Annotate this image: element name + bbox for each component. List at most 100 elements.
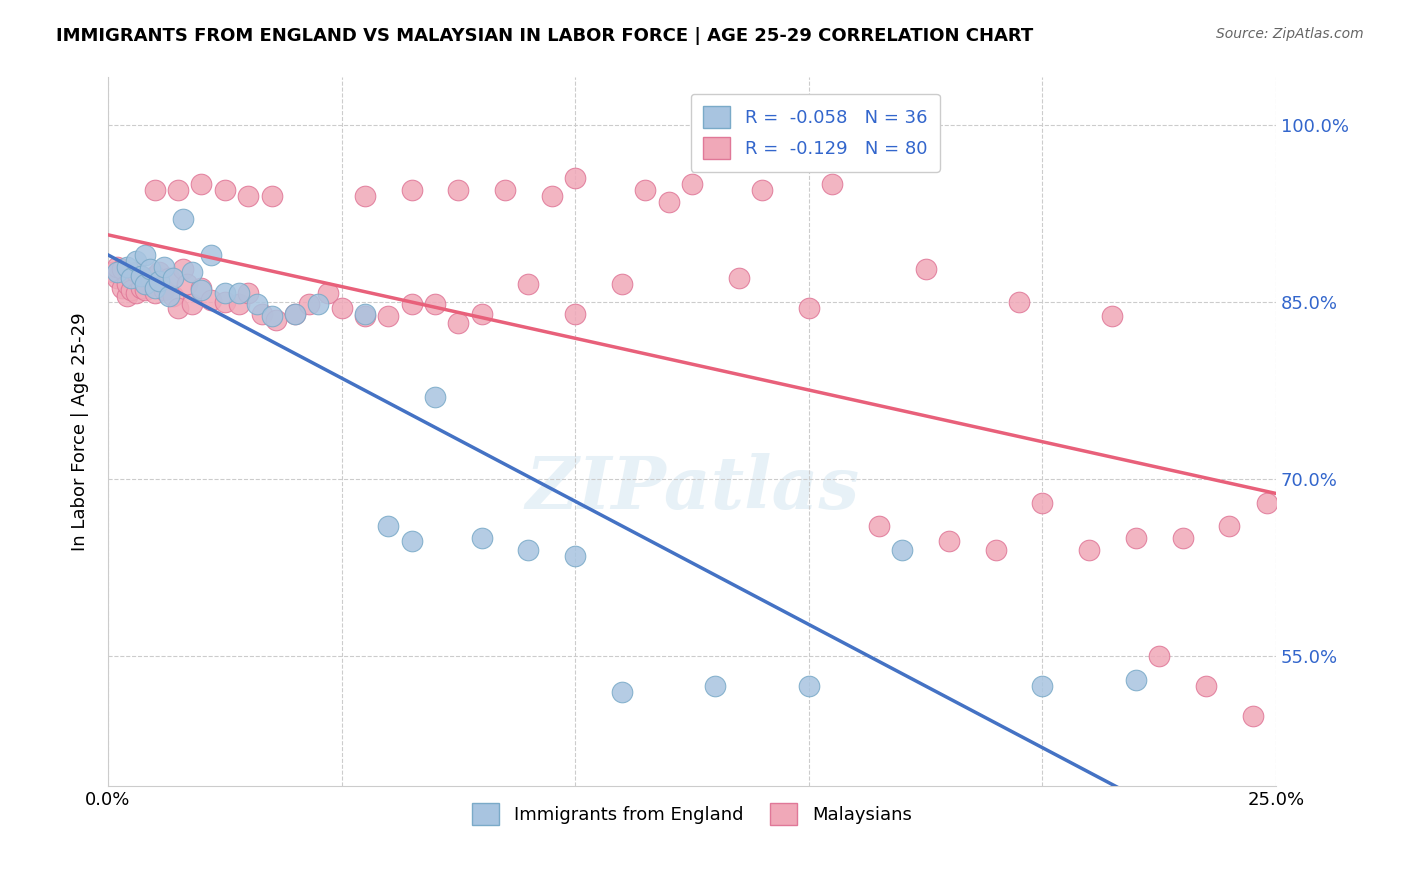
Point: [190, 283, 212, 297]
Point: [797, 679, 820, 693]
Point: [115, 277, 138, 292]
Point: [610, 277, 633, 292]
Point: [214, 285, 236, 300]
Point: [1008, 295, 1031, 310]
Point: [284, 307, 307, 321]
Point: [704, 679, 727, 693]
Point: [307, 297, 329, 311]
Point: [167, 183, 190, 197]
Point: [1171, 531, 1194, 545]
Point: [120, 271, 142, 285]
Point: [190, 177, 212, 191]
Point: [681, 177, 703, 191]
Point: [914, 261, 936, 276]
Point: [821, 177, 844, 191]
Point: [148, 265, 170, 279]
Point: [134, 277, 156, 292]
Point: [517, 543, 540, 558]
Point: [797, 301, 820, 315]
Point: [517, 277, 540, 292]
Point: [423, 297, 446, 311]
Point: [105, 260, 128, 274]
Point: [129, 268, 152, 283]
Point: [1101, 309, 1123, 323]
Text: IMMIGRANTS FROM ENGLAND VS MALAYSIAN IN LABOR FORCE | AGE 25-29 CORRELATION CHAR: IMMIGRANTS FROM ENGLAND VS MALAYSIAN IN …: [56, 27, 1033, 45]
Point: [143, 268, 166, 283]
Point: [264, 312, 287, 326]
Point: [260, 309, 283, 323]
Point: [162, 289, 184, 303]
Text: Source: ZipAtlas.com: Source: ZipAtlas.com: [1216, 27, 1364, 41]
Point: [148, 274, 170, 288]
Point: [115, 260, 138, 274]
Point: [1031, 679, 1053, 693]
Point: [181, 265, 204, 279]
Point: [172, 212, 194, 227]
Point: [354, 188, 377, 202]
Point: [330, 301, 353, 315]
Point: [167, 301, 190, 315]
Point: [134, 277, 156, 292]
Legend: Immigrants from England, Malaysians: Immigrants from England, Malaysians: [463, 794, 921, 834]
Point: [401, 183, 423, 197]
Point: [751, 183, 773, 197]
Point: [157, 271, 180, 285]
Point: [181, 297, 204, 311]
Point: [984, 543, 1007, 558]
Point: [727, 271, 749, 285]
Point: [1031, 496, 1053, 510]
Point: [228, 297, 250, 311]
Point: [1241, 708, 1264, 723]
Y-axis label: In Labor Force | Age 25-29: In Labor Force | Age 25-29: [72, 313, 89, 551]
Point: [129, 281, 152, 295]
Point: [120, 283, 142, 297]
Point: [260, 188, 283, 202]
Point: [564, 307, 586, 321]
Point: [228, 285, 250, 300]
Point: [143, 183, 166, 197]
Point: [105, 265, 128, 279]
Point: [120, 271, 142, 285]
Point: [1147, 649, 1170, 664]
Point: [540, 188, 562, 202]
Point: [610, 685, 633, 699]
Point: [658, 194, 681, 209]
Point: [1256, 496, 1278, 510]
Point: [564, 170, 586, 185]
Point: [471, 307, 494, 321]
Point: [401, 297, 423, 311]
Point: [115, 289, 138, 303]
Point: [200, 248, 222, 262]
Point: [134, 248, 156, 262]
Point: [891, 543, 914, 558]
Point: [938, 533, 960, 548]
Point: [176, 277, 198, 292]
Point: [153, 283, 176, 297]
Point: [190, 281, 212, 295]
Point: [250, 307, 273, 321]
Point: [494, 183, 516, 197]
Point: [111, 261, 134, 276]
Point: [143, 281, 166, 295]
Point: [447, 316, 470, 330]
Point: [401, 533, 423, 548]
Point: [298, 297, 321, 311]
Point: [246, 297, 269, 311]
Point: [447, 183, 470, 197]
Point: [214, 183, 236, 197]
Point: [1125, 531, 1147, 545]
Point: [868, 519, 890, 533]
Point: [125, 285, 148, 300]
Point: [105, 271, 128, 285]
Point: [1125, 673, 1147, 687]
Point: [1218, 519, 1240, 533]
Point: [139, 271, 162, 285]
Point: [162, 271, 184, 285]
Point: [200, 293, 222, 307]
Point: [423, 390, 446, 404]
Point: [377, 309, 399, 323]
Point: [284, 307, 307, 321]
Point: [134, 283, 156, 297]
Point: [125, 265, 148, 279]
Point: [153, 260, 176, 274]
